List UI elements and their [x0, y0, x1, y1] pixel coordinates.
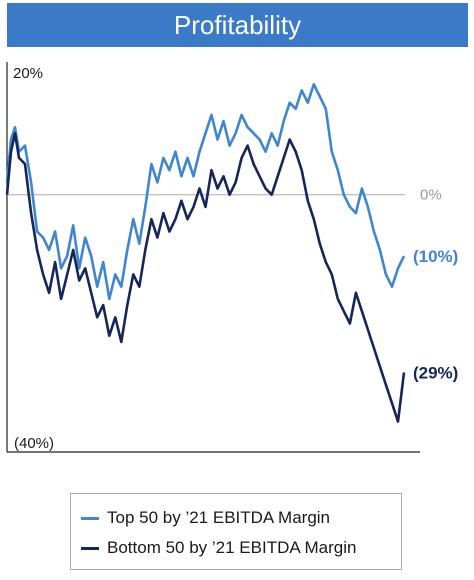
- legend-swatch-bottom-50: [81, 546, 99, 550]
- top-50-series-line: [5, 83, 406, 301]
- y-tick-label-top: 20%: [13, 65, 43, 82]
- y-tick-label-bottom: (40%): [14, 435, 54, 452]
- legend-label-top-50: Top 50 by ’21 EBITDA Margin: [107, 508, 331, 527]
- legend-swatch-top-50: [81, 516, 99, 520]
- bottom-50-end-label: (29%): [413, 364, 458, 383]
- profitability-line-chart: Apr ‘21Jul ‘21Oct ‘21Jan ‘2220%0%(40%) (…: [5, 62, 458, 453]
- chart-title: Profitability: [7, 3, 468, 47]
- legend-item-bottom-50: Bottom 50 by ’21 EBITDA Margin: [81, 538, 356, 558]
- legend-item-top-50: Top 50 by ’21 EBITDA Margin: [81, 508, 330, 528]
- bottom-50-series-line: [5, 132, 406, 423]
- legend-label-bottom-50: Bottom 50 by ’21 EBITDA Margin: [107, 538, 357, 557]
- y-tick-label-zero: 0%: [420, 187, 442, 204]
- legend: Top 50 by ’21 EBITDA Margin Bottom 50 by…: [70, 493, 402, 570]
- top-50-end-label: (10%): [413, 247, 458, 266]
